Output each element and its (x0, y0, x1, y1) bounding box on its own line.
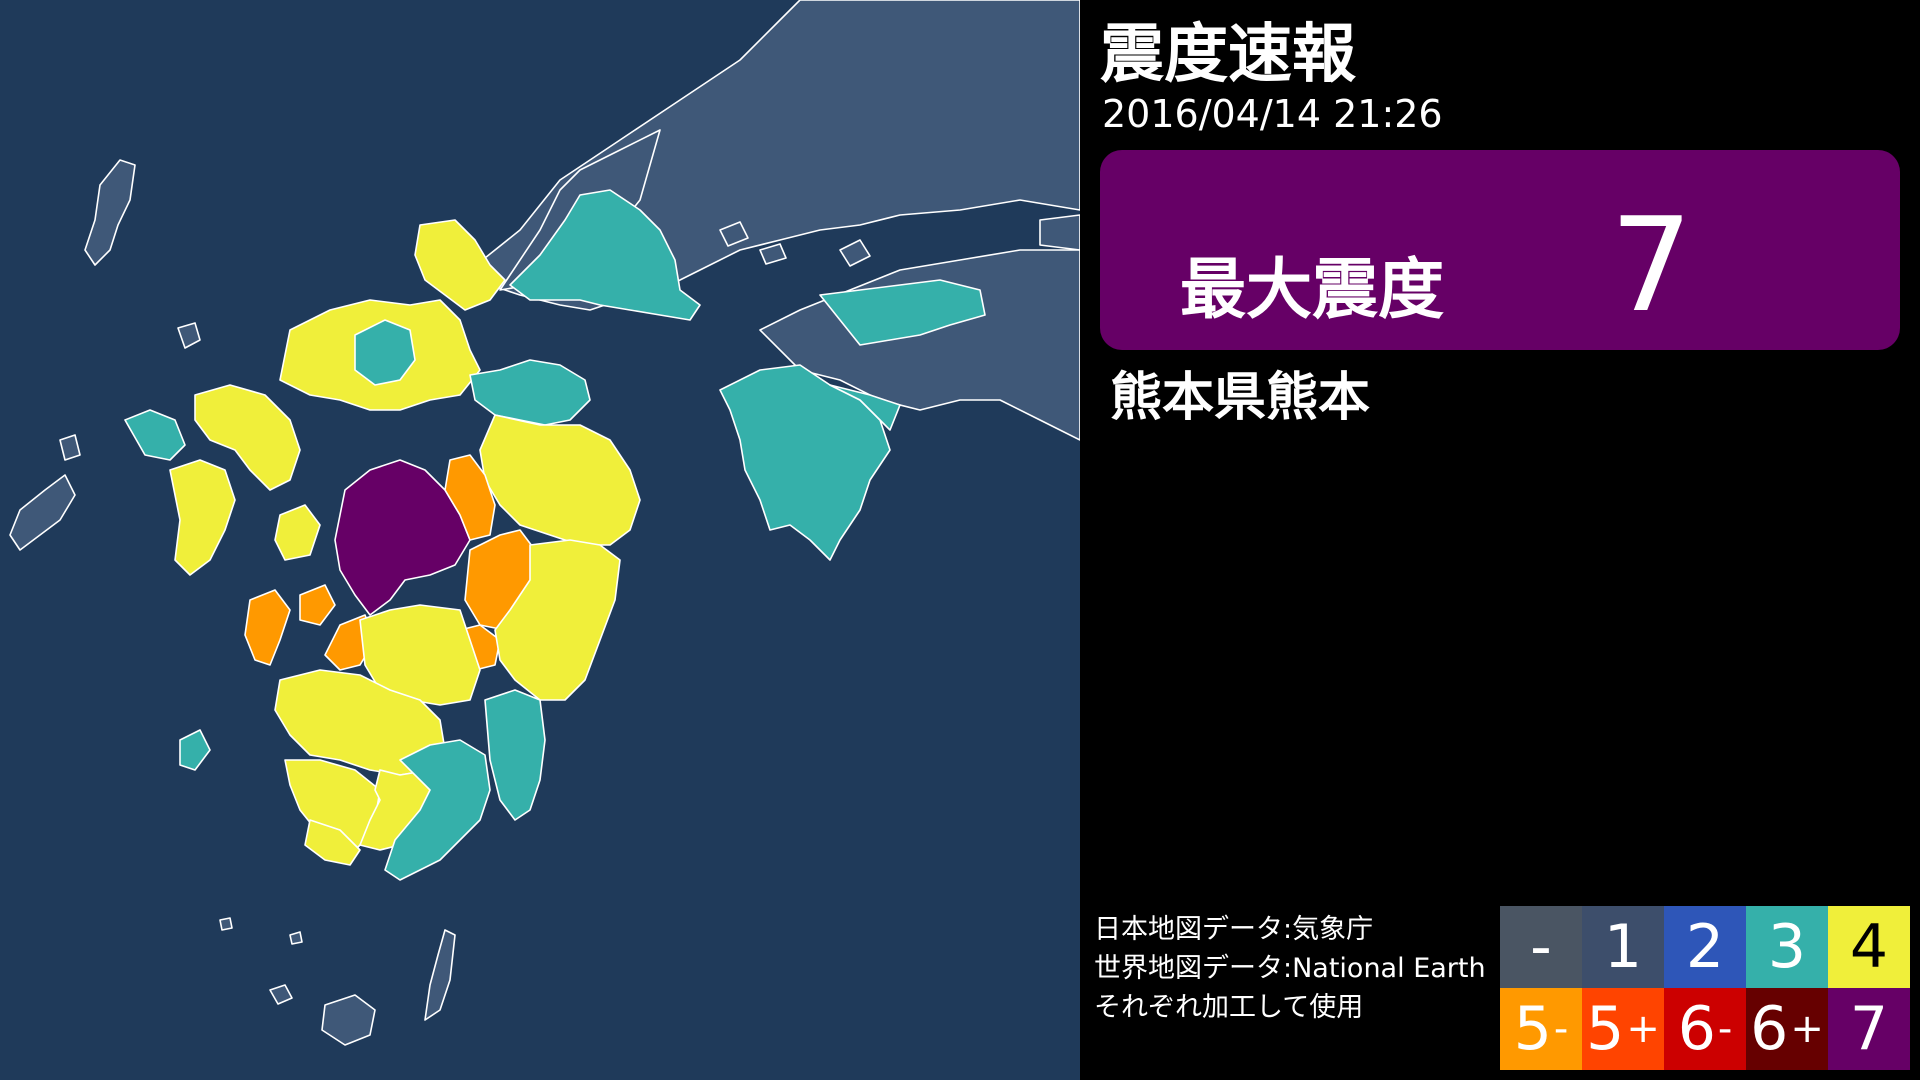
region-shimabara (274, 504, 321, 561)
legend-cell: 7 (1828, 988, 1910, 1070)
credit-line: 日本地図データ:気象庁 (1094, 914, 1374, 945)
legend-cell: 5 + (1582, 988, 1664, 1070)
region-nagasaki-south (169, 459, 236, 576)
island-goto-b (59, 434, 81, 461)
region-saga-teal (354, 319, 416, 386)
legend-cell-label: 5 (1586, 994, 1625, 1064)
region-oita (479, 414, 641, 546)
max-intensity-value: 7 (1610, 189, 1693, 341)
legend-cell: 3 (1746, 906, 1828, 988)
legend-cell-label: 6 (1677, 994, 1716, 1064)
legend-cell-label: 3 (1767, 912, 1807, 982)
info-panel: 震度速報 2016/04/14 21:26 最大震度 7 熊本県熊本 日本地図デ… (1080, 0, 1920, 1080)
page-title: 震度速報 (1100, 18, 1356, 92)
legend-cell-label: 4 (1849, 912, 1889, 982)
credit-line: それぞれ加工して使用 (1094, 992, 1364, 1023)
region-nagasaki (194, 384, 301, 491)
island-iki (177, 322, 201, 349)
island-small-c (269, 984, 293, 1005)
epicenter-region: 熊本県熊本 (1110, 368, 1371, 428)
legend-cell-sign: - (1553, 1006, 1569, 1052)
region-satsuma-south (304, 819, 361, 866)
region-miyazaki (494, 539, 621, 701)
credit-line: 世界地図データ:National Earth (1094, 953, 1486, 984)
max-intensity-label: 最大震度 (1180, 251, 1444, 328)
legend-cell-sign: - (1717, 1006, 1733, 1052)
island-koshiki (179, 729, 211, 771)
island-small-b (289, 931, 303, 945)
legend-cell-sign: + (1626, 1006, 1660, 1052)
island-tanegashima (424, 929, 456, 1021)
legend-cell-label: 5 (1513, 994, 1552, 1064)
legend-cell-label: 7 (1849, 994, 1889, 1064)
region-miyazaki-south (484, 689, 546, 821)
region-kinki-south (1039, 214, 1080, 251)
region-oita-north (469, 359, 591, 426)
region-kumamoto-north-5lower (444, 454, 496, 541)
region-fukuoka-kitakyushu (414, 219, 506, 311)
region-amakusa-b-5lower (299, 584, 336, 626)
intensity-legend: -1 2 3 4 5-5 +6-6 +7 (1500, 906, 1910, 1070)
region-hirado (124, 409, 186, 461)
island-small-a (219, 917, 233, 931)
island-yakushima (321, 994, 376, 1046)
island-tsushima (84, 159, 136, 266)
map-credits: 日本地図データ:気象庁 世界地図データ:National Earth それぞれ加… (1094, 910, 1486, 1027)
intensity-map (0, 0, 1080, 1080)
legend-cell: 1 (1582, 906, 1664, 988)
legend-cell-label: - (1530, 912, 1552, 982)
region-ehime-north (819, 279, 986, 346)
legend-cell: 5- (1500, 988, 1582, 1070)
region-yamaguchi (509, 189, 701, 321)
legend-cell: 2 (1664, 906, 1746, 988)
map-canvas (9, 0, 1080, 1046)
region-kagoshima-osumi (384, 739, 491, 881)
report-datetime: 2016/04/14 21:26 (1102, 92, 1443, 136)
legend-cell-label: 6 (1750, 994, 1789, 1064)
legend-cell: 6 + (1746, 988, 1828, 1070)
region-island-b (759, 243, 787, 265)
legend-cell-label: 2 (1685, 912, 1725, 982)
legend-cell-label: 1 (1603, 912, 1643, 982)
region-kumamoto-7 (334, 459, 471, 616)
region-island-a (719, 221, 749, 247)
island-goto (9, 474, 76, 551)
legend-cell: 6- (1664, 988, 1746, 1070)
legend-cell: - (1500, 906, 1582, 988)
region-island-c (839, 239, 871, 267)
region-kochi-west (829, 384, 901, 431)
region-amakusa-5lower (244, 589, 291, 666)
max-intensity-box: 最大震度 7 (1100, 150, 1900, 350)
legend-cell-sign: + (1790, 1006, 1824, 1052)
legend-cell: 4 (1828, 906, 1910, 988)
